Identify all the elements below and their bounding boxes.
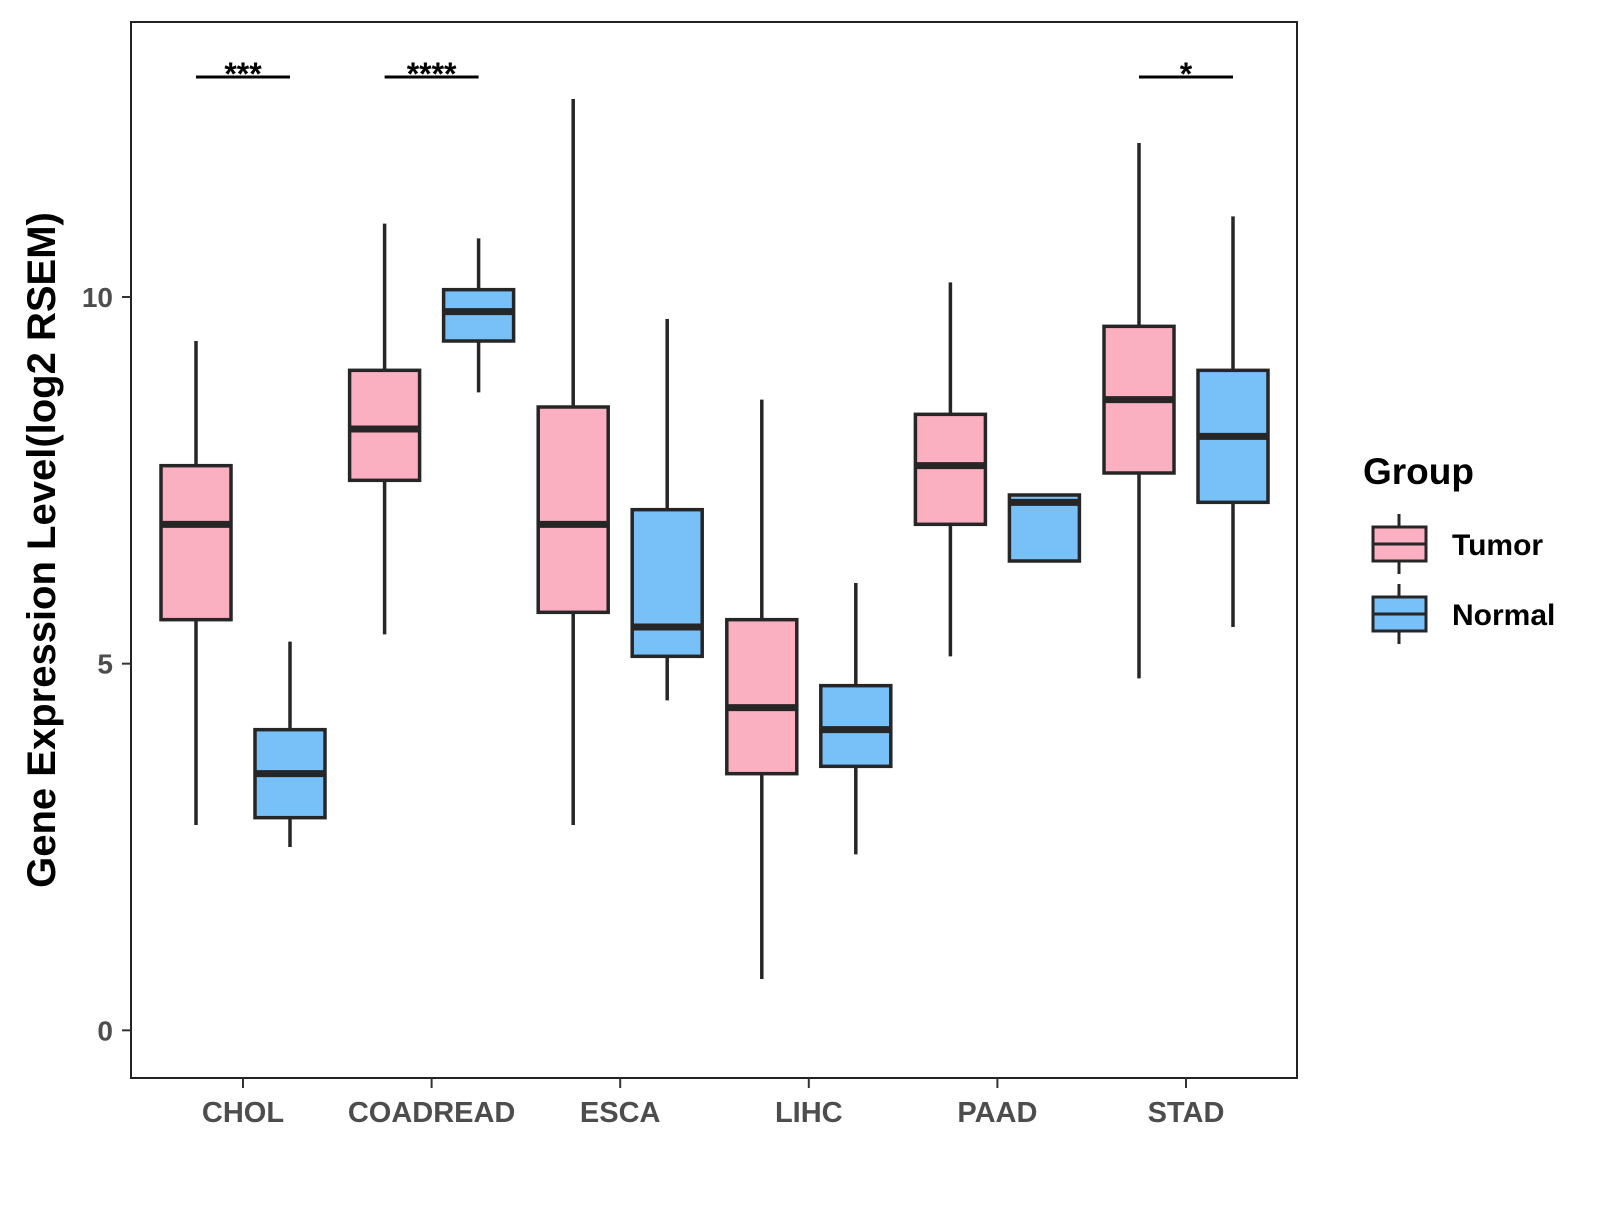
box-body [725,617,799,776]
legend-label-tumor: Tumor [1452,529,1543,562]
plot-panel-border [130,21,1298,1079]
significance-label: **** [407,56,457,92]
legend-label-normal: Normal [1452,599,1555,632]
box-normal-lihc [819,583,893,855]
box-body [159,463,233,622]
box-tumor-coadread [347,223,422,635]
legend-key-normal [1371,584,1428,644]
box-body [630,507,704,659]
box-body [347,368,422,483]
y-tick-label: 5 [97,649,113,680]
box-body [1007,493,1082,563]
box-tumor-lihc [725,399,799,979]
box-tumor-chol [159,341,233,825]
y-tick-label: 10 [82,282,113,313]
x-tick-label: COADREAD [348,1097,516,1129]
x-tick-label: LIHC [775,1097,843,1129]
box-body [536,405,610,615]
legend-title: Group [1363,451,1474,492]
y-tick-label: 0 [97,1015,113,1046]
box-body [913,412,988,527]
box-normal-chol [253,641,327,847]
box-normal-stad [1196,216,1270,627]
box-tumor-esca [536,99,610,825]
box-body [441,287,516,343]
legend-key-tumor [1371,514,1428,574]
box-body [819,683,893,769]
box-tumor-stad [1102,143,1176,679]
x-tick-label: CHOL [202,1097,284,1129]
box-tumor-paad [913,282,988,657]
significance-label: *** [224,56,262,92]
box-normal-coadread [441,238,516,393]
x-tick-label: STAD [1148,1097,1225,1129]
significance-label: * [1180,56,1193,92]
box-normal-esca [630,319,704,701]
x-tick-label: PAAD [957,1097,1037,1129]
box-normal-paad [1007,493,1082,563]
x-tick-label: ESCA [580,1097,661,1129]
y-axis-title: Gene Expression Level(log2 RSEM) [20,212,64,888]
